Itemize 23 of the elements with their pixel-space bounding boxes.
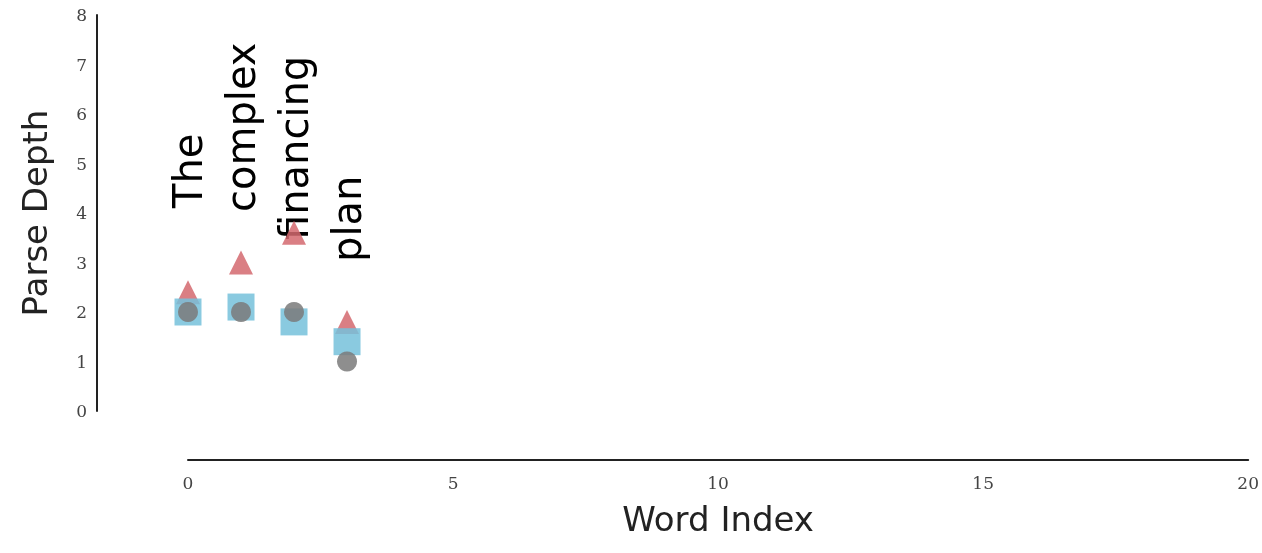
y-tick-label: 7 bbox=[76, 54, 87, 75]
annotation: The bbox=[165, 133, 211, 209]
y-tick-label: 8 bbox=[76, 5, 87, 25]
point bbox=[337, 351, 358, 372]
x-tick-label: 10 bbox=[707, 472, 729, 493]
annotation: complex bbox=[218, 42, 265, 212]
x-tick-label: 20 bbox=[1237, 472, 1259, 493]
point bbox=[229, 250, 254, 275]
x-tick-label: 0 bbox=[182, 472, 194, 493]
y-tick-label: 0 bbox=[76, 401, 87, 421]
x-axis-title: Word Index bbox=[622, 499, 814, 539]
y-tick-label: 3 bbox=[76, 252, 87, 273]
y-tick-label: 4 bbox=[76, 203, 87, 223]
point bbox=[333, 328, 361, 356]
annotation: financing bbox=[271, 55, 318, 240]
x-tick-label: 5 bbox=[447, 472, 459, 493]
y-tick-label: 5 bbox=[76, 153, 87, 174]
y-tick-label: 2 bbox=[76, 302, 87, 322]
x-tick-label: 15 bbox=[972, 472, 994, 493]
y-axis-title: Parse Depth bbox=[15, 109, 55, 317]
y-tick-label: 1 bbox=[76, 351, 87, 372]
annotation: plan bbox=[324, 175, 371, 262]
y-tick-label: 6 bbox=[76, 104, 87, 124]
